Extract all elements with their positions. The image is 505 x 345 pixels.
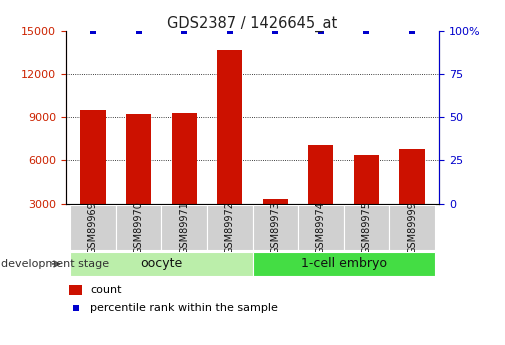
Text: GSM89970: GSM89970	[133, 201, 143, 254]
FancyBboxPatch shape	[70, 252, 252, 276]
Point	[226, 28, 234, 34]
Bar	[399, 149, 425, 204]
FancyBboxPatch shape	[252, 205, 298, 250]
Point	[89, 28, 97, 34]
Text: development stage: development stage	[1, 259, 109, 269]
Bar	[126, 115, 151, 204]
Text: GSM89972: GSM89972	[225, 201, 235, 254]
FancyBboxPatch shape	[207, 205, 252, 250]
FancyBboxPatch shape	[252, 252, 435, 276]
Text: percentile rank within the sample: percentile rank within the sample	[90, 304, 278, 313]
Point	[134, 28, 142, 34]
FancyBboxPatch shape	[162, 205, 207, 250]
Bar	[172, 113, 196, 204]
Text: GDS2387 / 1426645_at: GDS2387 / 1426645_at	[167, 16, 338, 32]
FancyBboxPatch shape	[389, 205, 435, 250]
FancyBboxPatch shape	[70, 205, 116, 250]
Bar	[80, 110, 106, 204]
Point	[72, 306, 80, 311]
FancyBboxPatch shape	[116, 205, 162, 250]
Bar	[263, 199, 288, 204]
Bar	[354, 155, 379, 204]
Point	[408, 28, 416, 34]
Bar	[309, 145, 333, 204]
Point	[317, 28, 325, 34]
Text: oocyte: oocyte	[140, 257, 182, 270]
Point	[271, 28, 279, 34]
Bar	[69, 285, 82, 295]
FancyBboxPatch shape	[343, 205, 389, 250]
FancyBboxPatch shape	[298, 205, 343, 250]
Text: GSM89975: GSM89975	[362, 201, 372, 254]
Text: GSM89999: GSM89999	[407, 201, 417, 254]
Text: GSM89969: GSM89969	[88, 201, 98, 254]
Text: count: count	[90, 285, 121, 295]
Text: GSM89974: GSM89974	[316, 201, 326, 254]
Text: GSM89973: GSM89973	[270, 201, 280, 254]
Text: 1-cell embryo: 1-cell embryo	[300, 257, 387, 270]
Point	[363, 28, 371, 34]
Bar	[217, 50, 242, 204]
Text: GSM89971: GSM89971	[179, 201, 189, 254]
Point	[180, 28, 188, 34]
